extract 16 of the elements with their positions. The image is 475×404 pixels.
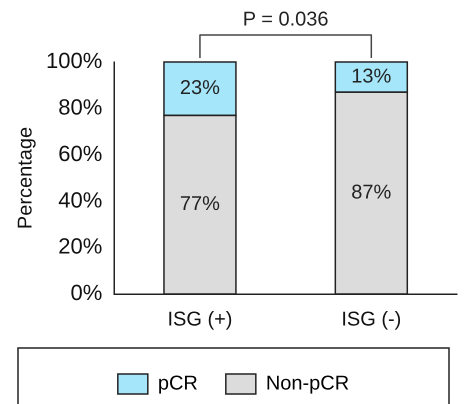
legend-label: Non-pCR — [266, 372, 350, 395]
text: P = 0.036 — [242, 8, 329, 31]
y-tick-label: 60% — [58, 140, 102, 166]
data-label: 77% — [180, 193, 220, 216]
data-label: 87% — [351, 182, 392, 204]
data-label: 13% — [351, 66, 392, 88]
y-tick-label: 20% — [58, 234, 102, 259]
y-tick-label: 0% — [70, 280, 102, 306]
y-tick-label: 100% — [46, 48, 102, 74]
legend-label: pCR — [158, 372, 198, 395]
x-tick-label: ISG (+) — [167, 308, 232, 331]
x-tick-label: ISG (-) — [341, 308, 402, 331]
data-label: 23% — [180, 77, 220, 100]
y-tick-label: 80% — [58, 94, 102, 120]
y-axis-title: Percentage — [14, 126, 37, 230]
y-tick-label: 40% — [58, 187, 102, 212]
